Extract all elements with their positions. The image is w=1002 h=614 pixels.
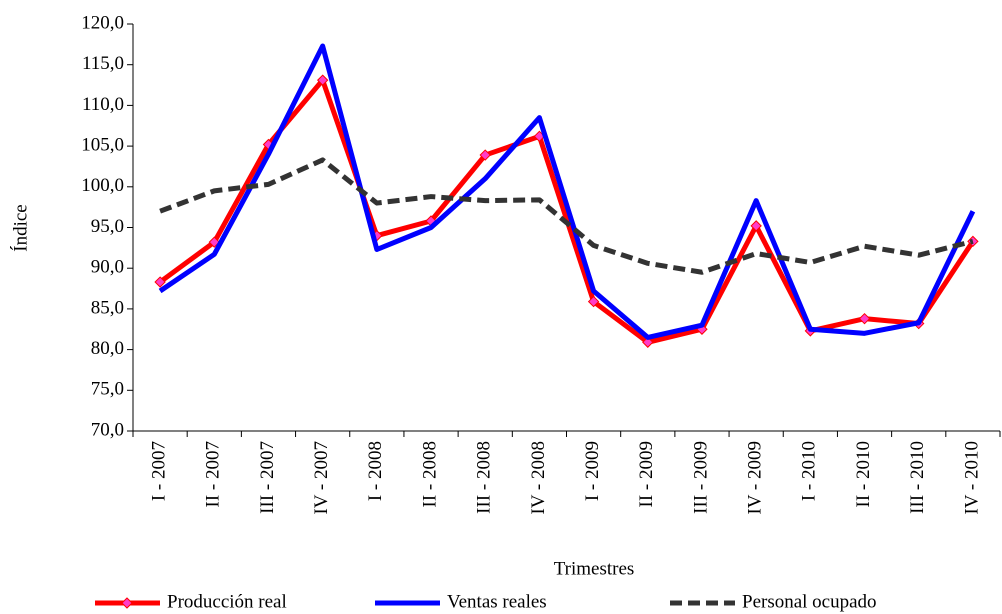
- x-tick-label: III - 2009: [690, 441, 711, 514]
- marker: [858, 312, 871, 325]
- marker: [316, 74, 329, 86]
- marker: [587, 295, 600, 308]
- x-tick-label: III - 2007: [257, 441, 278, 514]
- x-axis-title: Trimestres: [554, 558, 635, 579]
- series-line: [158, 43, 976, 340]
- y-tick-label: 90,0: [91, 257, 124, 278]
- marker: [154, 276, 166, 288]
- x-tick-label: I - 2009: [582, 441, 603, 501]
- x-tick-label: IV - 2009: [745, 441, 766, 515]
- x-tick-label: IV - 2007: [311, 441, 332, 515]
- y-tick-label: 110,0: [82, 94, 124, 115]
- legend-label: Producción real: [167, 591, 287, 612]
- marker: [642, 336, 654, 348]
- x-tick-label: IV - 2008: [528, 441, 549, 515]
- x-tick-label: I - 2008: [365, 441, 386, 501]
- y-tick-label: 105,0: [81, 134, 124, 155]
- x-tick-label: II - 2008: [419, 441, 440, 507]
- legend-label: Ventas reales: [447, 591, 547, 612]
- x-tick-label: I - 2010: [799, 441, 820, 501]
- series-line: [158, 77, 975, 345]
- y-tick-label: 75,0: [91, 379, 124, 400]
- x-tick-label: II - 2009: [636, 441, 657, 507]
- x-tick-label: I - 2007: [148, 441, 169, 501]
- y-tick-label: 115,0: [82, 53, 124, 74]
- y-tick-label: 100,0: [81, 175, 124, 196]
- x-tick-label: III - 2008: [474, 441, 495, 514]
- x-tick-label: III - 2010: [907, 441, 928, 514]
- y-tick-label: 70,0: [91, 419, 124, 440]
- y-tick-label: 120,0: [81, 12, 124, 33]
- y-tick-label: 95,0: [91, 216, 124, 237]
- marker: [479, 149, 491, 161]
- y-tick-label: 80,0: [91, 338, 124, 359]
- x-tick-label: II - 2010: [853, 441, 874, 507]
- y-tick-label: 85,0: [91, 297, 124, 318]
- y-axis-title: Índice: [9, 204, 31, 251]
- x-tick-label: IV - 2010: [961, 441, 982, 515]
- series-line: [159, 157, 974, 275]
- legend-marker: [121, 597, 133, 609]
- x-tick-label: II - 2007: [203, 441, 224, 507]
- legend-label: Personal ocupado: [742, 591, 877, 612]
- marker: [750, 220, 762, 232]
